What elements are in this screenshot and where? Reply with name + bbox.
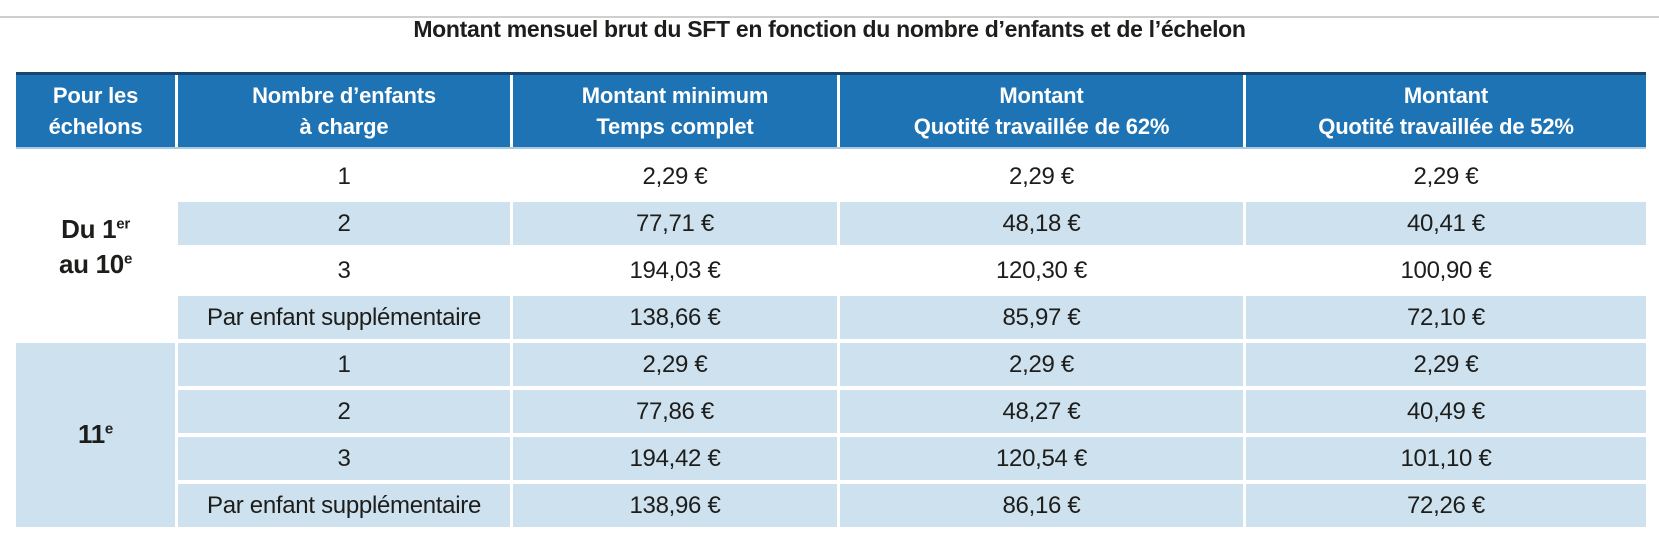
ordinal-superscript: e (104, 420, 113, 438)
header-line: Montant minimum (581, 82, 769, 108)
echelon-group-1-10: Du 1er au 10e (16, 155, 175, 339)
header-line: Montant (999, 82, 1084, 108)
column-header-nombre-enfants: Nombre d’enfants à charge (178, 75, 510, 147)
cell-quotite-52: 72,10 € (1246, 296, 1646, 339)
header-line: Temps complet (596, 114, 754, 139)
cell-quotite-62: 48,27 € (840, 390, 1243, 433)
cell-quotite-62: 2,29 € (840, 343, 1243, 386)
cell-children: Par enfant supplémentaire (178, 484, 510, 527)
header-line: Nombre d’enfants (252, 82, 436, 108)
cell-quotite-62: 2,29 € (840, 155, 1243, 198)
column-header-quotite-52: Montant Quotité travaillée de 52% (1246, 75, 1646, 147)
cell-children: 1 (178, 155, 510, 198)
cell-quotite-62: 120,54 € (840, 437, 1243, 480)
column-header-montant-minimum: Montant minimum Temps complet (513, 75, 837, 147)
table-body: Du 1er au 10e 1 2,29 € 2,29 € 2,29 € 2 7… (16, 155, 1646, 527)
cell-children: 2 (178, 202, 510, 245)
cell-quotite-52: 2,29 € (1246, 155, 1646, 198)
echelon-label-line: au 10e (58, 249, 133, 279)
table-title: Montant mensuel brut du SFT en fonction … (413, 16, 1246, 42)
sft-table: Pour les échelons Nombre d’enfants à cha… (16, 72, 1646, 527)
cell-quotite-62: 48,18 € (840, 202, 1243, 245)
cell-montant-min: 2,29 € (513, 155, 837, 198)
cell-quotite-52: 72,26 € (1246, 484, 1646, 527)
cell-montant-min: 194,03 € (513, 249, 837, 292)
cell-quotite-52: 2,29 € (1246, 343, 1646, 386)
header-line: Quotité travaillée de 62% (913, 114, 1170, 139)
cell-children: Par enfant supplémentaire (178, 296, 510, 339)
header-line: à charge (299, 114, 389, 139)
cell-montant-min: 77,86 € (513, 390, 837, 433)
header-line: échelons (48, 114, 143, 139)
ordinal-superscript: e (123, 250, 133, 268)
cell-quotite-52: 101,10 € (1246, 437, 1646, 480)
cell-quotite-62: 120,30 € (840, 249, 1243, 292)
column-header-echelons: Pour les échelons (16, 75, 175, 147)
cell-children: 3 (178, 437, 510, 480)
echelon-label-line: Du 1er (61, 213, 130, 244)
header-line: Pour les (52, 82, 139, 108)
echelon-group-11: 11e (16, 343, 175, 527)
cell-quotite-52: 100,90 € (1246, 249, 1646, 292)
cell-quotite-52: 40,49 € (1246, 390, 1646, 433)
cell-quotite-52: 40,41 € (1246, 202, 1646, 245)
header-line: Quotité travaillée de 52% (1318, 114, 1574, 139)
header-line: Montant (1403, 82, 1489, 108)
ordinal-superscript: er (116, 215, 130, 233)
column-header-quotite-62: Montant Quotité travaillée de 62% (840, 75, 1243, 147)
cell-montant-min: 194,42 € (513, 437, 837, 480)
cell-children: 2 (178, 390, 510, 433)
cell-montant-min: 2,29 € (513, 343, 837, 386)
cell-quotite-62: 85,97 € (840, 296, 1243, 339)
table-header-row: Pour les échelons Nombre d’enfants à cha… (16, 72, 1646, 149)
cell-montant-min: 77,71 € (513, 202, 837, 245)
page-top-edge (0, 16, 1659, 18)
cell-montant-min: 138,66 € (513, 296, 837, 339)
cell-montant-min: 138,96 € (513, 484, 837, 527)
echelon-label-line: 11e (78, 419, 113, 450)
cell-children: 1 (178, 343, 510, 386)
cell-children: 3 (178, 249, 510, 292)
cell-quotite-62: 86,16 € (840, 484, 1243, 527)
